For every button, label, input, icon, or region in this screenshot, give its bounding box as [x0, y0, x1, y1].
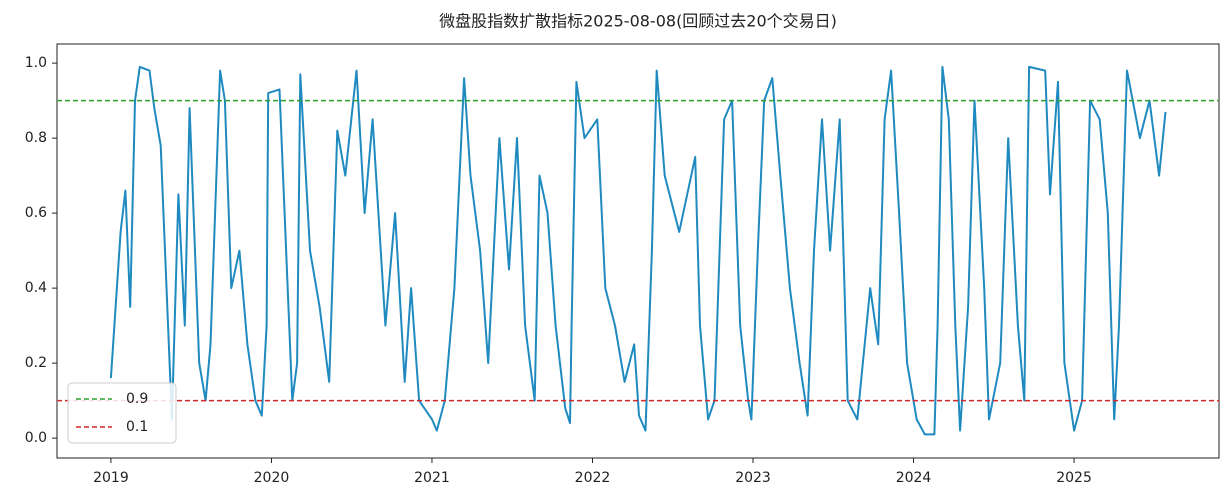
x-tick-label: 2020 [254, 470, 290, 486]
y-tick-label: 0.8 [25, 130, 47, 146]
legend-label: 0.1 [126, 419, 148, 435]
y-tick-label: 0.4 [25, 280, 47, 296]
x-tick-label: 2024 [896, 470, 932, 486]
x-tick-label: 2023 [735, 470, 771, 486]
y-tick-label: 0.0 [25, 430, 47, 446]
y-tick-label: 0.6 [25, 205, 47, 221]
x-tick-label: 2022 [575, 470, 611, 486]
y-tick-label: 1.0 [25, 55, 47, 71]
data-line [109, 65, 1167, 436]
x-tick-label: 2025 [1056, 470, 1092, 486]
plot-frame [56, 43, 1220, 459]
chart-title: 微盘股指数扩散指标2025-08-08(回顾过去20个交易日) [439, 12, 837, 31]
legend-label: 0.9 [126, 391, 148, 407]
y-tick-label: 0.2 [25, 355, 47, 371]
x-tick-label: 2019 [93, 470, 129, 486]
x-tick-label: 2021 [414, 470, 450, 486]
legend-box [67, 382, 177, 444]
